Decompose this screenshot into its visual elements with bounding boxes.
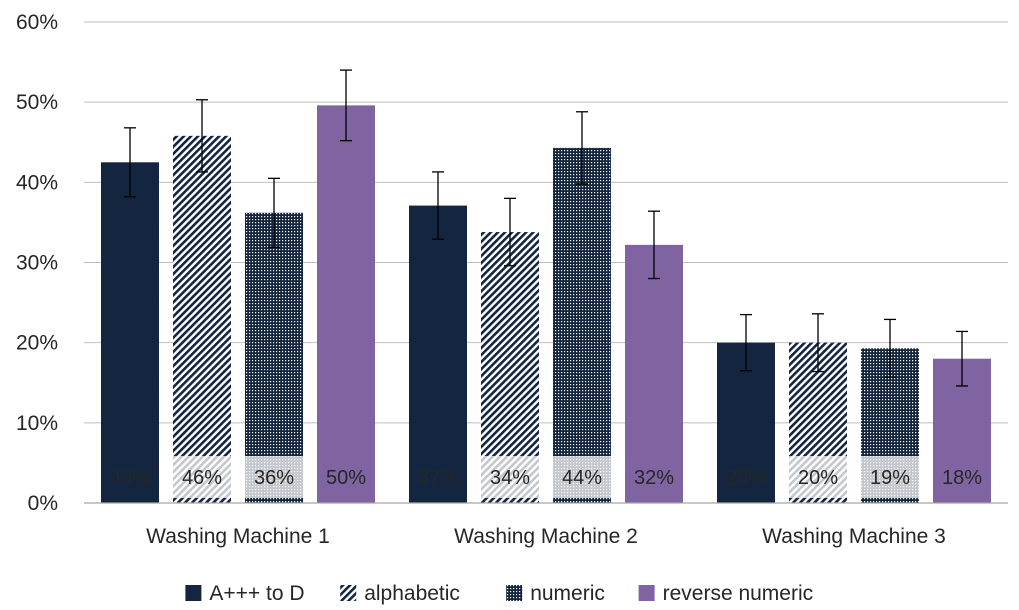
category-label: Washing Machine 2 bbox=[454, 525, 638, 548]
bar bbox=[317, 105, 375, 503]
data-label-background bbox=[861, 456, 919, 498]
legend-swatch bbox=[638, 585, 655, 601]
bar bbox=[101, 162, 159, 503]
y-tick-label: 60% bbox=[16, 11, 58, 34]
data-label-background bbox=[245, 456, 303, 498]
data-label: 34% bbox=[490, 467, 530, 489]
y-tick-label: 40% bbox=[16, 171, 58, 194]
category-label: Washing Machine 3 bbox=[762, 525, 946, 548]
category-label: Washing Machine 1 bbox=[146, 525, 330, 548]
bar bbox=[245, 212, 303, 503]
y-tick-label: 30% bbox=[16, 252, 58, 275]
legend-label: A+++ to D bbox=[209, 582, 304, 605]
bar bbox=[409, 205, 467, 503]
data-label: 43% bbox=[110, 467, 150, 489]
data-label: 32% bbox=[634, 467, 674, 489]
data-label-background bbox=[173, 456, 231, 498]
data-label: 20% bbox=[798, 467, 838, 489]
y-tick-label: 10% bbox=[16, 412, 58, 435]
bar bbox=[625, 244, 683, 503]
data-label-background bbox=[789, 456, 847, 498]
legend-label: alphabetic bbox=[364, 582, 460, 605]
y-tick-label: 20% bbox=[16, 332, 58, 355]
data-label: 19% bbox=[870, 467, 910, 489]
legend-swatch bbox=[340, 585, 357, 601]
data-label: 18% bbox=[942, 467, 982, 489]
legend-label: numeric bbox=[530, 582, 605, 605]
bar bbox=[553, 147, 611, 503]
legend-swatch bbox=[185, 585, 202, 601]
bar bbox=[173, 135, 231, 503]
data-label-background bbox=[553, 456, 611, 498]
data-label: 36% bbox=[254, 467, 294, 489]
data-label: 44% bbox=[562, 467, 602, 489]
y-tick-label: 50% bbox=[16, 91, 58, 114]
data-label: 37% bbox=[418, 467, 458, 489]
y-tick-label: 0% bbox=[28, 492, 58, 515]
legend-swatch bbox=[506, 585, 523, 601]
legend-label: reverse numeric bbox=[663, 582, 814, 605]
data-label: 20% bbox=[726, 467, 766, 489]
data-label-background bbox=[481, 456, 539, 498]
data-label: 46% bbox=[182, 467, 222, 489]
data-label: 50% bbox=[326, 467, 366, 489]
